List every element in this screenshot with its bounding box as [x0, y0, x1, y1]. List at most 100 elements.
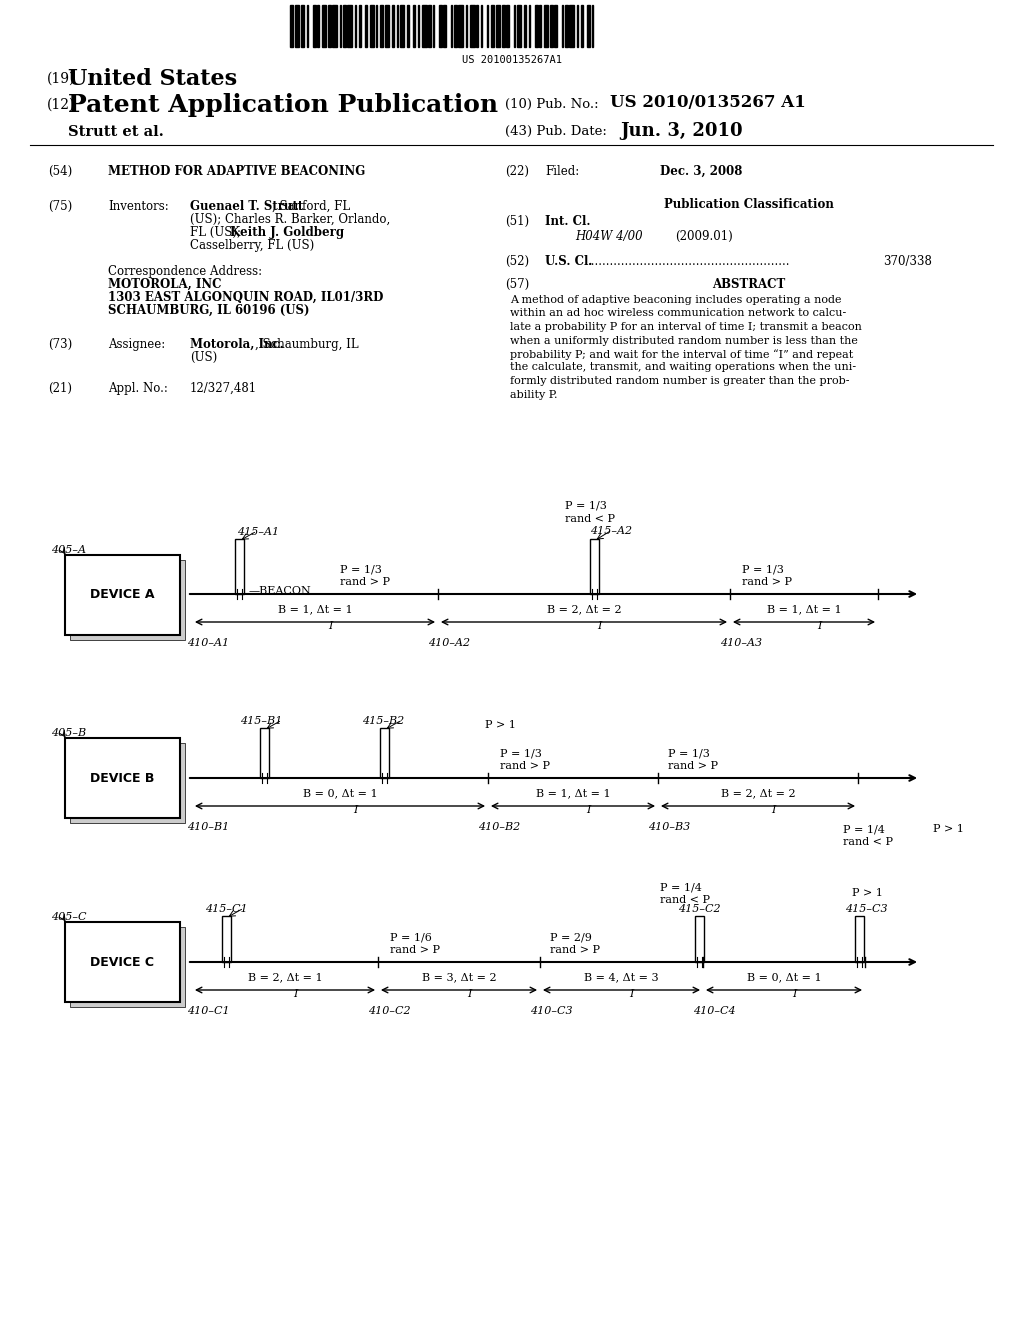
Bar — [290, 5, 293, 48]
Text: (57): (57) — [505, 279, 529, 290]
Text: SCHAUMBURG, IL 60196 (US): SCHAUMBURG, IL 60196 (US) — [108, 304, 309, 317]
Bar — [295, 5, 299, 48]
Text: I: I — [629, 989, 633, 999]
Text: P = 1/4: P = 1/4 — [843, 824, 885, 834]
Bar — [581, 5, 583, 48]
Text: (22): (22) — [505, 165, 529, 178]
Text: FL (US);: FL (US); — [190, 226, 245, 239]
Text: rand < P: rand < P — [565, 513, 615, 524]
Bar — [524, 5, 525, 48]
Text: H04W 4/00: H04W 4/00 — [575, 230, 643, 243]
Text: 410–A1: 410–A1 — [187, 638, 229, 648]
Bar — [399, 5, 404, 48]
Text: rand < P: rand < P — [843, 837, 893, 847]
Text: Int. Cl.: Int. Cl. — [545, 215, 591, 228]
Text: B = 0, Δt = 1: B = 0, Δt = 1 — [746, 972, 821, 982]
Text: 415–C1: 415–C1 — [205, 904, 248, 913]
Text: Motorola, Inc.: Motorola, Inc. — [190, 338, 284, 351]
Text: 415–B2: 415–B2 — [362, 715, 404, 726]
Bar — [516, 5, 521, 48]
Text: (52): (52) — [505, 255, 529, 268]
Text: I: I — [792, 989, 797, 999]
Text: 410–A3: 410–A3 — [720, 638, 762, 648]
Text: Publication Classification: Publication Classification — [664, 198, 834, 211]
Text: the calculate, transmit, and waiting operations when the uni-: the calculate, transmit, and waiting ope… — [510, 363, 856, 372]
Text: 410–B2: 410–B2 — [478, 822, 520, 832]
Text: DEVICE B: DEVICE B — [90, 771, 155, 784]
Text: Casselberry, FL (US): Casselberry, FL (US) — [190, 239, 314, 252]
Bar — [222, 916, 231, 962]
Bar — [359, 5, 360, 48]
Text: (10) Pub. No.:: (10) Pub. No.: — [505, 98, 599, 111]
Bar — [587, 5, 590, 48]
Text: P > 1: P > 1 — [484, 719, 515, 730]
Bar — [260, 729, 269, 777]
Bar — [70, 927, 185, 1007]
Text: P = 1/3: P = 1/3 — [340, 564, 382, 574]
Text: 415–A2: 415–A2 — [590, 525, 632, 536]
Text: United States: United States — [68, 69, 238, 90]
Bar — [396, 5, 398, 48]
Bar — [70, 560, 185, 640]
Text: I: I — [353, 805, 357, 814]
Bar — [577, 5, 578, 48]
Text: (2009.01): (2009.01) — [675, 230, 733, 243]
Text: 12/327,481: 12/327,481 — [190, 381, 257, 395]
Bar — [65, 921, 180, 1002]
Text: 410–C1: 410–C1 — [187, 1006, 229, 1016]
Text: I: I — [817, 620, 821, 631]
Bar — [458, 5, 463, 48]
Text: (US): (US) — [190, 351, 217, 364]
Bar — [365, 5, 367, 48]
Text: METHOD FOR ADAPTIVE BEACONING: METHOD FOR ADAPTIVE BEACONING — [108, 165, 366, 178]
Text: US 2010/0135267 A1: US 2010/0135267 A1 — [610, 94, 806, 111]
Text: Assignee:: Assignee: — [108, 338, 165, 351]
Text: , Schaumburg, IL: , Schaumburg, IL — [255, 338, 358, 351]
Bar — [312, 5, 315, 48]
Text: 415–B1: 415–B1 — [240, 715, 283, 726]
Text: within an ad hoc wireless communication network to calcu-: within an ad hoc wireless communication … — [510, 309, 846, 318]
Bar — [486, 5, 488, 48]
Bar — [340, 5, 341, 48]
Text: Jun. 3, 2010: Jun. 3, 2010 — [620, 121, 742, 140]
Text: (51): (51) — [505, 215, 529, 228]
Bar — [332, 5, 337, 48]
Bar — [418, 5, 419, 48]
Bar — [470, 5, 474, 48]
Bar — [428, 5, 431, 48]
Bar — [380, 5, 383, 48]
Text: B = 0, Δt = 1: B = 0, Δt = 1 — [303, 788, 377, 799]
Bar — [569, 5, 573, 48]
Bar — [413, 5, 415, 48]
Text: P = 1/3: P = 1/3 — [668, 748, 710, 758]
Text: rand > P: rand > P — [550, 945, 600, 954]
Text: ability P.: ability P. — [510, 389, 557, 400]
Text: , Sanford, FL: , Sanford, FL — [272, 201, 350, 213]
Bar — [480, 5, 482, 48]
Text: I: I — [586, 805, 590, 814]
Bar — [342, 5, 345, 48]
Text: P = 1/3: P = 1/3 — [565, 502, 607, 511]
Text: B = 2, Δt = 1: B = 2, Δt = 1 — [248, 972, 323, 982]
Bar — [539, 5, 541, 48]
Text: I: I — [293, 989, 297, 999]
Bar — [564, 5, 567, 48]
Bar — [300, 5, 303, 48]
Text: (54): (54) — [48, 165, 73, 178]
Text: I: I — [597, 620, 601, 631]
Text: 410–C3: 410–C3 — [530, 1006, 572, 1016]
Text: B = 4, Δt = 3: B = 4, Δt = 3 — [584, 972, 658, 982]
Bar — [561, 5, 563, 48]
Text: P = 1/3: P = 1/3 — [742, 564, 784, 574]
Bar — [322, 5, 326, 48]
Text: 410–A2: 410–A2 — [428, 638, 470, 648]
Text: 405–B: 405–B — [51, 729, 86, 738]
Bar — [506, 5, 509, 48]
Text: ABSTRACT: ABSTRACT — [713, 279, 785, 290]
Bar — [407, 5, 409, 48]
Text: 410–B1: 410–B1 — [187, 822, 229, 832]
Text: Guenael T. Strutt: Guenael T. Strutt — [190, 201, 303, 213]
Text: U.S. Cl.: U.S. Cl. — [545, 255, 593, 268]
Bar — [855, 916, 864, 962]
Text: Inventors:: Inventors: — [108, 201, 169, 213]
